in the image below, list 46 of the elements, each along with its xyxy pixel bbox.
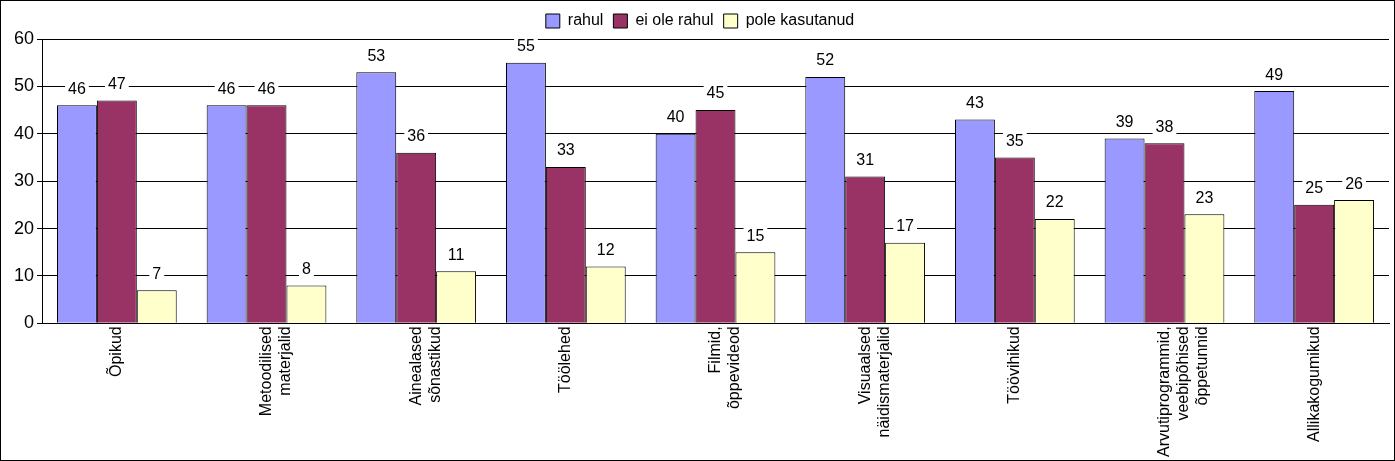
y-tick-label: 20 — [13, 217, 35, 238]
data-label: 46 — [68, 79, 86, 97]
x-tick-label: Töölehed — [556, 326, 574, 394]
data-label: 45 — [706, 84, 725, 102]
legend-label: rahul — [567, 11, 604, 29]
y-tick-label: 10 — [13, 264, 35, 285]
data-label: 47 — [107, 75, 126, 92]
y-tick-label: 60 — [13, 27, 35, 48]
data-label: 22 — [1045, 193, 1064, 211]
x-tick-label: Visuaalsed näidismaterjalid — [855, 326, 892, 438]
data-label: 43 — [966, 93, 984, 111]
x-tick-label: Metoodilised materjalid — [256, 326, 294, 417]
data-label: 55 — [517, 37, 535, 55]
data-label: 46 — [217, 79, 236, 97]
y-tick-label: 30 — [13, 170, 35, 191]
data-label: 52 — [816, 51, 835, 69]
y-tick-label: 0 — [24, 312, 35, 333]
data-label: 15 — [746, 226, 765, 244]
data-label: 11 — [447, 245, 465, 263]
data-label: 38 — [1155, 117, 1174, 135]
data-label: 12 — [596, 240, 615, 258]
data-label: 26 — [1345, 174, 1364, 192]
data-label: 25 — [1305, 179, 1324, 197]
x-tick-label: Õpikud — [105, 326, 125, 377]
data-label: 49 — [1265, 65, 1284, 83]
data-label: 36 — [407, 127, 426, 145]
x-tick-label: Filmid, õppevideod — [705, 326, 743, 410]
data-label: 7 — [152, 264, 162, 282]
x-tick-label: Töövihikud — [1005, 326, 1023, 404]
data-label: 23 — [1195, 188, 1214, 206]
data-label: 31 — [856, 150, 875, 168]
x-tick-label: Arvutiprogrammid, veebipõhised õppetunnid — [1154, 326, 1211, 457]
data-label: 17 — [896, 217, 915, 235]
data-label: 35 — [1005, 131, 1024, 149]
data-label: 39 — [1115, 112, 1134, 130]
y-tick-label: 50 — [13, 75, 35, 96]
legend-label: ei ole rahul — [635, 11, 714, 29]
data-label: 53 — [367, 46, 386, 64]
x-tick-label: Ainealased sõnastikud — [406, 326, 443, 406]
y-tick-label: 40 — [13, 122, 35, 143]
data-label: 46 — [257, 79, 276, 97]
data-label: 8 — [301, 259, 311, 277]
x-tick-label: Allikakogumikud — [1304, 326, 1322, 442]
legend-label: pole kasutanud — [745, 11, 855, 29]
data-label: 40 — [666, 108, 685, 126]
data-label: 33 — [556, 141, 575, 159]
